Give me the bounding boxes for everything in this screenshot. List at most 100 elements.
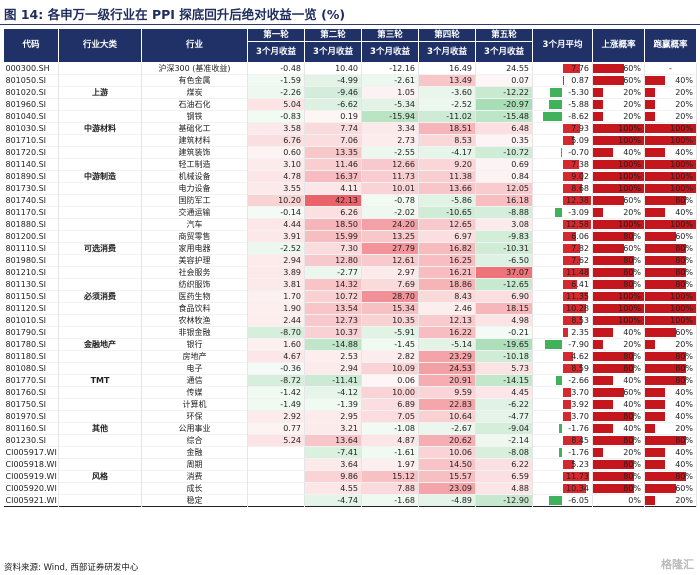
prob-bar [645, 220, 696, 229]
cell-up-prob: 80% [592, 362, 645, 375]
avg-bar [562, 160, 580, 169]
cell-industry: 环保 [141, 410, 248, 423]
cell-round-2: -7.41 [304, 446, 362, 459]
prob-bar [593, 328, 614, 337]
table-row: 801770.SI TMT 通信 -8.72 -11.41 0.06 20.91 -14.15… [3, 374, 697, 387]
cell-round-3: -5.91 [361, 326, 419, 339]
avg-value: 10.34 [566, 484, 589, 493]
cell-round-3: -1.68 [361, 494, 419, 507]
col-header-round-1: 第一轮 [247, 28, 305, 42]
table-row: 801710.SI 建筑材料 6.76 7.06 2.73 8.53 0.35 5.09 100… [3, 134, 697, 147]
prob-value: 20% [675, 100, 693, 109]
cell-round-4: 23.29 [418, 350, 476, 363]
avg-value: -1.76 [568, 448, 589, 457]
cell-industry: 综合 [141, 434, 248, 447]
cell-round-2: 10.72 [304, 290, 362, 303]
cell-round-5: 18.15 [475, 302, 533, 315]
prob-bar [593, 220, 644, 229]
cell-win-prob: 60% [644, 326, 697, 339]
cell-up-prob: 0% [592, 494, 645, 507]
prob-value: 100% [670, 304, 693, 313]
cell-round-4: -3.60 [418, 86, 476, 99]
cell-up-prob: 100% [592, 134, 645, 147]
cell-round-5: 37.07 [475, 266, 533, 279]
cell-round-3: 27.79 [361, 242, 419, 255]
prob-value: 40% [675, 148, 693, 157]
cell-round-3: 2.82 [361, 350, 419, 363]
cell-avg: 2.35 [532, 326, 593, 339]
cell-category: 可选消费 [58, 242, 142, 255]
table-row: CI005918.WI 周期 3.64 1.97 14.50 6.22 5.23 80% 40% [3, 458, 697, 471]
col-header-win-prob: 跑赢概率 [644, 28, 697, 63]
cell-win-prob: 100% [644, 302, 697, 315]
prob-bar [593, 136, 644, 145]
cell-industry: 通信 [141, 374, 248, 387]
cell-round-1: 5.24 [247, 434, 305, 447]
cell-round-1: 4.67 [247, 350, 305, 363]
avg-bar [542, 112, 563, 121]
cell-round-2: -4.74 [304, 494, 362, 507]
avg-value: -7.90 [568, 340, 589, 349]
cell-round-3: -5.34 [361, 98, 419, 111]
cell-round-2: -1.39 [304, 398, 362, 411]
cell-round-3: 7.69 [361, 278, 419, 291]
cell-round-5: 16.18 [475, 194, 533, 207]
prob-value: 40% [623, 400, 641, 409]
col-header-category: 行业大类 [58, 28, 142, 63]
prob-value: 80% [675, 268, 693, 277]
avg-value: -5.88 [568, 100, 589, 109]
cell-up-prob: 80% [592, 482, 645, 495]
cell-up-prob: 20% [592, 86, 645, 99]
cell-round-5: -2.14 [475, 434, 533, 447]
cell-round-1: -8.72 [247, 374, 305, 387]
prob-value: 40% [623, 328, 641, 337]
cell-code: 801020.SI [3, 86, 59, 99]
prob-bar [593, 232, 634, 241]
cell-round-3: 10.00 [361, 386, 419, 399]
cell-win-prob: 100% [644, 290, 697, 303]
prob-value: 100% [670, 124, 693, 133]
prob-value: 100% [670, 220, 693, 229]
cell-round-3: 15.12 [361, 470, 419, 483]
avg-bar [562, 220, 592, 229]
cell-up-prob: 40% [592, 326, 645, 339]
cell-round-3: 2.73 [361, 134, 419, 147]
watermark-logo: 格隆汇 [661, 558, 694, 571]
col-header-round-4: 第四轮 [418, 28, 476, 42]
cell-round-2: 2.94 [304, 362, 362, 375]
cell-avg: 11.73 [532, 470, 593, 483]
cell-round-2: 10.37 [304, 326, 362, 339]
prob-value: 80% [623, 472, 641, 481]
prob-bar [645, 208, 666, 217]
cell-round-5: -14.15 [475, 374, 533, 387]
cell-win-prob: 20% [644, 110, 697, 123]
cell-round-2: 14.32 [304, 278, 362, 291]
prob-value: 80% [623, 232, 641, 241]
cell-avg: 4.62 [532, 350, 593, 363]
cell-category [58, 410, 142, 423]
col-header-avg: 3个月平均 [532, 28, 593, 63]
prob-value: 100% [618, 292, 641, 301]
prob-value: 80% [675, 352, 693, 361]
cell-win-prob: 20% [644, 338, 697, 351]
col-header-code: 代码 [3, 28, 59, 63]
table-row: 801730.SI 电力设备 3.55 4.11 10.01 13.66 12.05 8.68… [3, 182, 697, 195]
cell-code: 801120.SI [3, 302, 59, 315]
cell-up-prob: 40% [592, 398, 645, 411]
cell-round-2: 18.50 [304, 218, 362, 231]
cell-round-3: 7.88 [361, 482, 419, 495]
cell-round-4: 16.22 [418, 326, 476, 339]
prob-bar [593, 64, 624, 73]
cell-round-2: 10.40 [304, 62, 362, 75]
prob-value: 80% [675, 376, 693, 385]
cell-industry: 机械设备 [141, 170, 248, 183]
cell-round-5: -6.50 [475, 254, 533, 267]
table-row: 801110.SI 可选消费 家用电器 -2.52 7.30 27.79 16.82 -10.… [3, 242, 697, 255]
cell-category: 上游 [58, 86, 142, 99]
avg-value: -1.76 [568, 424, 589, 433]
cell-round-1: 3.55 [247, 182, 305, 195]
cell-code: CI005920.WI [3, 482, 59, 495]
cell-category [58, 446, 142, 459]
avg-bar [562, 280, 578, 289]
prob-bar [645, 184, 696, 193]
